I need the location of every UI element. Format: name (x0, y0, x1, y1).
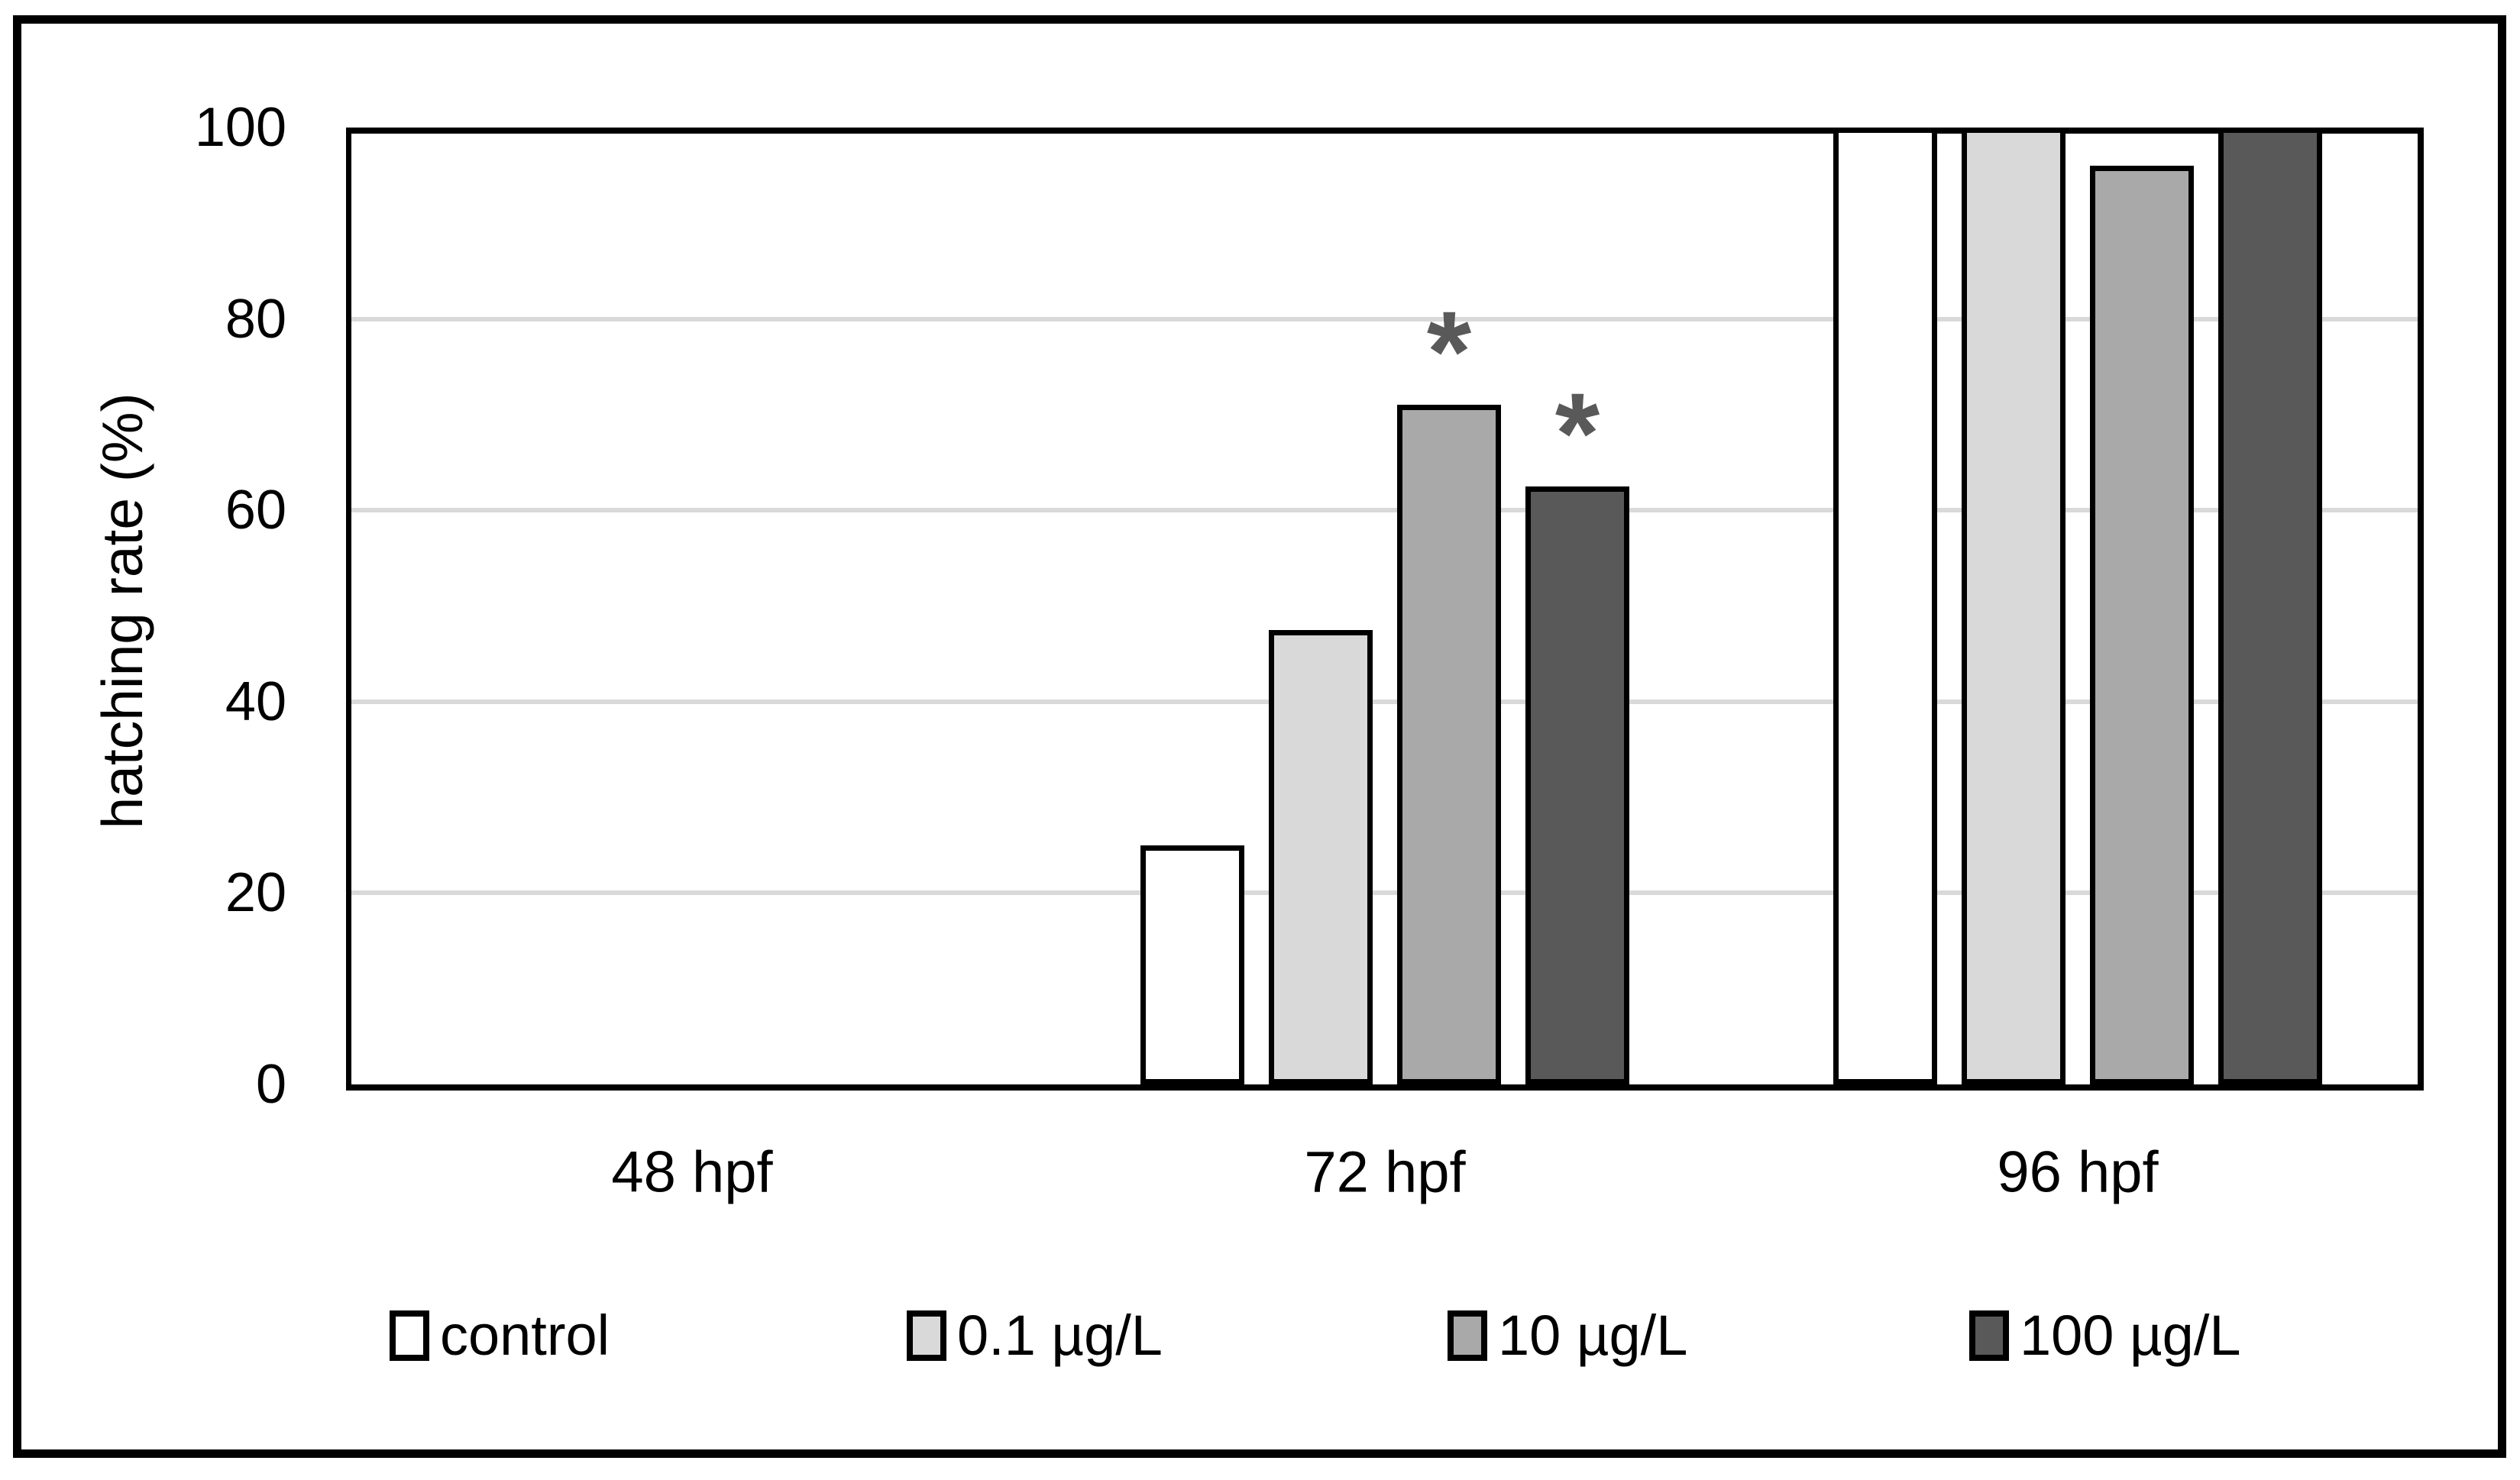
y-tick-label: 40 (225, 671, 286, 732)
bar (1525, 486, 1629, 1084)
legend-item: 0.1 µg/L (907, 1303, 1163, 1368)
legend-label: 100 µg/L (2020, 1304, 2241, 1367)
bar (1140, 845, 1244, 1084)
legend-swatch (390, 1310, 429, 1361)
significance-asterisk: * (1426, 287, 1472, 415)
legend-label: 0.1 µg/L (957, 1304, 1163, 1367)
y-tick-label: 80 (225, 289, 286, 350)
bar (1962, 128, 2065, 1084)
bar (1397, 405, 1501, 1084)
significance-asterisk: * (1554, 369, 1600, 497)
legend-swatch (907, 1310, 946, 1361)
gridline (351, 700, 2418, 704)
legend-item: 10 µg/L (1448, 1303, 1687, 1368)
legend-item: 100 µg/L (1969, 1303, 2241, 1368)
bar (1833, 128, 1937, 1084)
legend-label: control (440, 1304, 610, 1367)
legend-swatch (1969, 1310, 2009, 1361)
legend-item: control (390, 1303, 610, 1368)
bar (2090, 166, 2194, 1084)
bar (1269, 630, 1373, 1084)
y-axis-title: hatching rate (%) (90, 393, 154, 829)
figure-border (13, 15, 2506, 1458)
gridline (351, 317, 2418, 322)
legend-swatch (1448, 1310, 1487, 1361)
y-tick-label: 20 (225, 862, 286, 923)
legend-label: 10 µg/L (1498, 1304, 1688, 1367)
y-tick-label: 100 (194, 97, 286, 158)
x-category-label: 96 hpf (1997, 1139, 2159, 1205)
y-tick-label: 60 (225, 480, 286, 541)
x-category-label: 48 hpf (611, 1139, 773, 1205)
x-category-label: 72 hpf (1304, 1139, 1466, 1205)
gridline (351, 508, 2418, 512)
gridline (351, 890, 2418, 895)
plot-area (346, 128, 2424, 1091)
y-tick-label: 0 (255, 1054, 286, 1115)
bar (2218, 128, 2322, 1084)
